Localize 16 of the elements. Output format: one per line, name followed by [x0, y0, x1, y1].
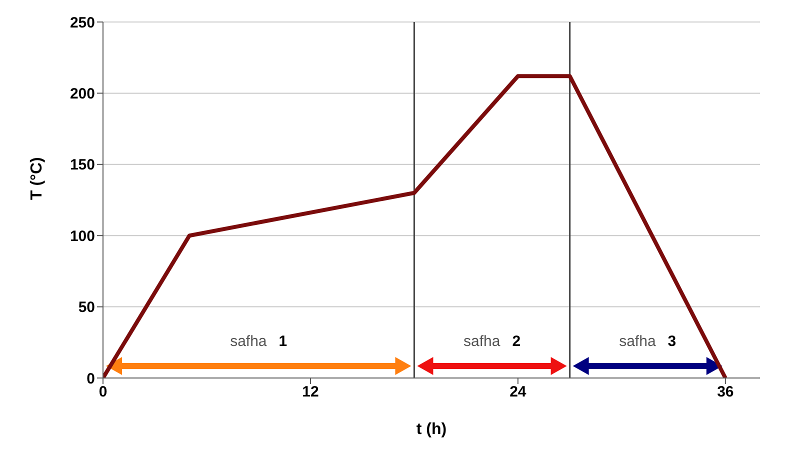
x-tick-label: 24 [510, 384, 527, 401]
y-axis-title: T (°C) [28, 157, 46, 200]
annotation: safha 3 [619, 333, 676, 350]
y-tick-label: 0 [86, 370, 95, 388]
annotation: safha 1 [230, 333, 288, 350]
y-tick-label: 200 [70, 86, 95, 103]
y-tick-label: 50 [78, 299, 95, 316]
y-tick-label: 250 [70, 14, 95, 32]
y-tick-label: 100 [70, 228, 95, 245]
x-tick-label: 0 [98, 384, 108, 401]
line-series [103, 74, 728, 378]
y-tick-label: 150 [70, 156, 95, 174]
x-tick-label: 12 [302, 384, 319, 401]
annotation: safha 2 [463, 333, 521, 350]
x-tick-label: 36 [717, 384, 734, 401]
x-axis-title: t (h) [416, 421, 447, 438]
